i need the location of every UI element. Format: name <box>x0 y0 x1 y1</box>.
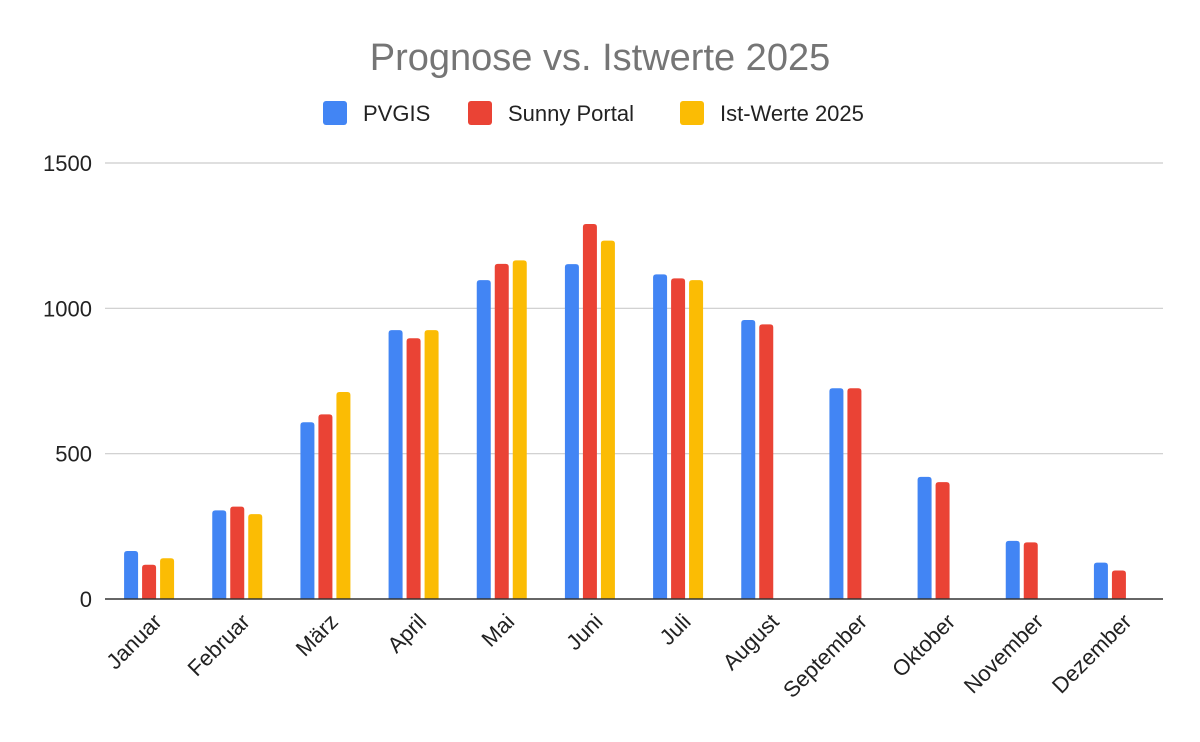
bar <box>689 280 704 599</box>
bar <box>582 224 597 600</box>
gridlines <box>105 162 1163 455</box>
bar <box>406 338 421 599</box>
chart-title: Prognose vs. Istwerte 2025 <box>370 37 830 79</box>
bar <box>671 278 686 599</box>
x-tick-label: Juli <box>655 609 696 650</box>
legend-label: Sunny Portal <box>508 101 634 126</box>
bar <box>564 264 579 599</box>
bar <box>318 414 333 599</box>
bar <box>388 330 403 599</box>
legend-swatch <box>680 101 704 125</box>
bar <box>212 510 227 599</box>
y-tick-label: 1500 <box>43 151 92 176</box>
x-tick-label: Januar <box>101 609 166 674</box>
bar <box>653 274 668 599</box>
x-tick-label: August <box>718 609 784 675</box>
x-tick-label: Oktober <box>887 609 960 682</box>
y-tick-label: 1000 <box>43 296 92 321</box>
bar <box>1023 542 1038 599</box>
x-tick-label: Dezember <box>1047 609 1136 698</box>
bar <box>248 514 263 599</box>
x-tick-label: Juni <box>561 609 607 655</box>
legend-swatch <box>323 101 347 125</box>
bar <box>230 506 245 599</box>
bar <box>124 551 139 599</box>
bar <box>1111 570 1126 599</box>
x-tick-label: März <box>291 609 343 661</box>
legend-label: Ist-Werte 2025 <box>720 101 864 126</box>
bar <box>600 240 615 599</box>
bar <box>847 388 862 599</box>
x-tick-label: September <box>778 609 872 703</box>
bar <box>160 558 175 599</box>
legend-label: PVGIS <box>363 101 430 126</box>
bar <box>476 280 491 599</box>
bar <box>935 482 950 599</box>
bar <box>917 476 932 599</box>
bar <box>424 330 439 599</box>
y-tick-label: 500 <box>55 442 92 467</box>
bar <box>512 260 527 599</box>
bar <box>1093 562 1108 599</box>
bar <box>336 392 351 599</box>
legend: PVGIS Sunny Portal Ist-Werte 2025 <box>323 101 864 126</box>
bar <box>142 564 157 599</box>
y-tick-label: 0 <box>80 587 92 612</box>
legend-swatch <box>468 101 492 125</box>
bar <box>1005 540 1020 599</box>
x-tick-label: April <box>382 609 431 658</box>
x-tick-label: Mai <box>477 609 520 652</box>
y-axis: 0 500 1000 1500 <box>43 151 92 612</box>
bar <box>829 388 844 599</box>
x-axis: Januar Februar März April Mai Juni Juli AugustS… <box>101 609 1136 703</box>
bar <box>741 319 756 599</box>
x-tick-label: November <box>959 609 1048 698</box>
bar <box>494 263 509 599</box>
bar <box>300 422 315 599</box>
bars <box>124 224 1126 600</box>
x-tick-label: Februar <box>183 609 255 681</box>
bar <box>759 324 774 599</box>
